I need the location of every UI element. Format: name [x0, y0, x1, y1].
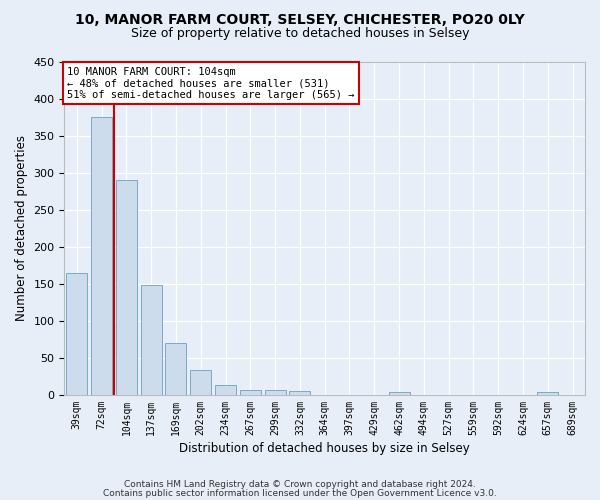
Bar — [116, 180, 137, 395]
Text: Size of property relative to detached houses in Selsey: Size of property relative to detached ho… — [131, 28, 469, 40]
Text: Contains HM Land Registry data © Crown copyright and database right 2024.: Contains HM Land Registry data © Crown c… — [124, 480, 476, 489]
Bar — [66, 272, 88, 395]
Bar — [190, 370, 211, 395]
Text: 10 MANOR FARM COURT: 104sqm
← 48% of detached houses are smaller (531)
51% of se: 10 MANOR FARM COURT: 104sqm ← 48% of det… — [67, 66, 355, 100]
Bar — [91, 117, 112, 395]
Text: 10, MANOR FARM COURT, SELSEY, CHICHESTER, PO20 0LY: 10, MANOR FARM COURT, SELSEY, CHICHESTER… — [75, 12, 525, 26]
Bar — [289, 391, 310, 395]
Bar — [389, 392, 410, 395]
Bar — [140, 286, 162, 395]
Bar — [166, 343, 187, 395]
X-axis label: Distribution of detached houses by size in Selsey: Distribution of detached houses by size … — [179, 442, 470, 455]
Bar — [215, 384, 236, 395]
Bar — [265, 390, 286, 395]
Text: Contains public sector information licensed under the Open Government Licence v3: Contains public sector information licen… — [103, 488, 497, 498]
Bar — [240, 390, 261, 395]
Y-axis label: Number of detached properties: Number of detached properties — [15, 135, 28, 321]
Bar — [537, 392, 559, 395]
